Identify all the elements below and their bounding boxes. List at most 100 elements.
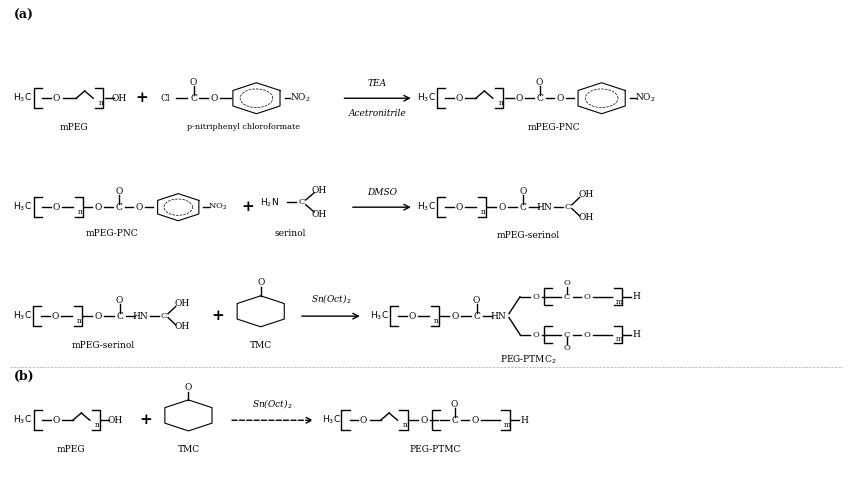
Text: H: H bbox=[632, 330, 640, 339]
Text: C: C bbox=[473, 312, 480, 320]
Text: C: C bbox=[115, 203, 122, 212]
Text: O: O bbox=[562, 279, 569, 287]
Text: OH: OH bbox=[112, 94, 127, 103]
Text: OH: OH bbox=[311, 210, 326, 219]
Text: C: C bbox=[536, 94, 543, 103]
Text: C: C bbox=[190, 94, 197, 103]
Text: m: m bbox=[504, 421, 510, 429]
Text: PEG-PTMC: PEG-PTMC bbox=[409, 445, 460, 454]
Text: O: O bbox=[455, 94, 462, 103]
Text: OH: OH bbox=[578, 213, 593, 223]
Text: n: n bbox=[498, 99, 504, 107]
Text: (a): (a) bbox=[14, 9, 34, 22]
Text: $\mathsf{H_2N}$: $\mathsf{H_2N}$ bbox=[259, 196, 279, 208]
Text: mPEG: mPEG bbox=[57, 445, 85, 454]
Text: O: O bbox=[256, 278, 264, 287]
Text: p-nitriphenyl chloroformate: p-nitriphenyl chloroformate bbox=[187, 123, 300, 131]
Text: C: C bbox=[564, 203, 570, 211]
Text: O: O bbox=[360, 416, 367, 425]
Text: O: O bbox=[51, 312, 59, 320]
Text: mPEG-serinol: mPEG-serinol bbox=[497, 231, 560, 240]
Text: OH: OH bbox=[175, 299, 190, 308]
Text: PEG-PTMC$_2$: PEG-PTMC$_2$ bbox=[499, 354, 556, 366]
Text: mPEG-PNC: mPEG-PNC bbox=[85, 229, 138, 238]
Text: O: O bbox=[583, 293, 590, 301]
Text: O: O bbox=[95, 203, 102, 212]
Text: O: O bbox=[455, 203, 462, 212]
Text: DMSO: DMSO bbox=[366, 187, 396, 197]
Text: C: C bbox=[520, 203, 527, 212]
Text: O: O bbox=[116, 296, 123, 305]
Text: NO$_2$: NO$_2$ bbox=[290, 92, 311, 105]
Text: m: m bbox=[615, 298, 622, 306]
Text: $\mathsf{H_3C}$: $\mathsf{H_3C}$ bbox=[13, 201, 32, 213]
Text: C: C bbox=[160, 312, 167, 320]
Text: OH: OH bbox=[578, 190, 593, 199]
Text: O: O bbox=[562, 344, 569, 352]
Text: OH: OH bbox=[311, 186, 326, 195]
Text: O: O bbox=[470, 416, 478, 425]
Text: C: C bbox=[563, 293, 569, 301]
Text: $\mathsf{H_3C}$: $\mathsf{H_3C}$ bbox=[417, 92, 435, 105]
Text: O: O bbox=[52, 203, 60, 212]
Text: mPEG-serinol: mPEG-serinol bbox=[72, 341, 135, 350]
Text: NO$_2$: NO$_2$ bbox=[207, 202, 227, 212]
Text: O: O bbox=[115, 187, 123, 196]
Text: NO$_2$: NO$_2$ bbox=[634, 92, 654, 105]
Text: n: n bbox=[481, 208, 486, 216]
Text: n: n bbox=[95, 421, 100, 429]
Text: C: C bbox=[451, 416, 458, 425]
Text: TMC: TMC bbox=[250, 341, 272, 350]
Text: O: O bbox=[135, 203, 142, 212]
Text: $\mathsf{H_3C}$: $\mathsf{H_3C}$ bbox=[321, 414, 340, 427]
Text: mPEG: mPEG bbox=[60, 123, 88, 132]
Text: Acetronitrile: Acetronitrile bbox=[348, 109, 406, 118]
Text: n: n bbox=[402, 421, 407, 429]
Text: HN: HN bbox=[536, 203, 552, 212]
Text: +: + bbox=[135, 91, 148, 105]
Text: O: O bbox=[532, 293, 539, 301]
Text: O: O bbox=[53, 94, 60, 103]
Text: O: O bbox=[472, 296, 480, 305]
Text: O: O bbox=[185, 383, 192, 393]
Text: H: H bbox=[632, 292, 640, 301]
Text: O: O bbox=[210, 94, 217, 103]
Text: mPEG-PNC: mPEG-PNC bbox=[527, 123, 579, 132]
Text: +: + bbox=[140, 413, 153, 427]
Text: Cl: Cl bbox=[160, 94, 170, 103]
Text: Sn(Oct)$_2$: Sn(Oct)$_2$ bbox=[252, 396, 292, 410]
Text: O: O bbox=[190, 78, 197, 87]
Text: OH: OH bbox=[175, 322, 190, 331]
Text: +: + bbox=[211, 309, 224, 323]
Text: C: C bbox=[116, 312, 123, 320]
Text: O: O bbox=[52, 416, 60, 425]
Text: $\mathsf{H_3C}$: $\mathsf{H_3C}$ bbox=[370, 310, 389, 322]
Text: $\mathsf{H_3C}$: $\mathsf{H_3C}$ bbox=[13, 414, 32, 427]
Text: O: O bbox=[408, 312, 415, 320]
Text: $\mathsf{H_3C}$: $\mathsf{H_3C}$ bbox=[417, 201, 435, 213]
Text: O: O bbox=[420, 416, 427, 425]
Text: C: C bbox=[563, 331, 569, 338]
Text: O: O bbox=[452, 312, 458, 320]
Text: O: O bbox=[583, 331, 590, 338]
Text: O: O bbox=[515, 94, 522, 103]
Text: m: m bbox=[615, 336, 622, 343]
Text: $\mathsf{H_3C}$: $\mathsf{H_3C}$ bbox=[13, 310, 32, 322]
Text: HN: HN bbox=[133, 312, 148, 320]
Text: H: H bbox=[520, 416, 527, 425]
Text: Sn(Oct)$_2$: Sn(Oct)$_2$ bbox=[310, 293, 351, 305]
Text: HN: HN bbox=[489, 312, 505, 320]
Text: TMC: TMC bbox=[177, 445, 199, 454]
Text: +: + bbox=[241, 200, 254, 214]
Text: serinol: serinol bbox=[274, 229, 306, 238]
Text: O: O bbox=[95, 312, 102, 320]
Text: O: O bbox=[498, 203, 505, 212]
Text: (b): (b) bbox=[14, 370, 35, 383]
Text: $\mathsf{H_3C}$: $\mathsf{H_3C}$ bbox=[13, 92, 32, 105]
Text: n: n bbox=[77, 317, 82, 325]
Text: C: C bbox=[298, 198, 304, 206]
Text: n: n bbox=[99, 99, 104, 107]
Text: n: n bbox=[78, 208, 83, 216]
Text: TEA: TEA bbox=[367, 78, 387, 88]
Text: O: O bbox=[556, 94, 563, 103]
